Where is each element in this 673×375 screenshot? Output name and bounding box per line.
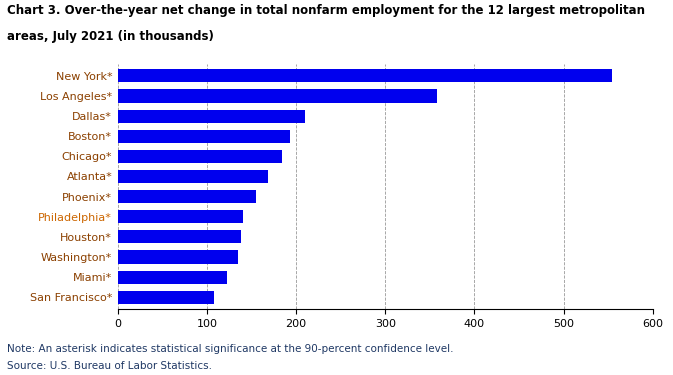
Text: Chart 3. Over-the-year net change in total nonfarm employment for the 12 largest: Chart 3. Over-the-year net change in tot… [7, 4, 645, 17]
Bar [118, 190, 256, 203]
Bar [118, 251, 238, 264]
Bar [118, 170, 268, 183]
Bar [118, 110, 305, 123]
Text: areas, July 2021 (in thousands): areas, July 2021 (in thousands) [7, 30, 213, 43]
Bar [118, 230, 241, 243]
Bar [118, 210, 242, 223]
Text: Note: An asterisk indicates statistical significance at the 90-percent confidenc: Note: An asterisk indicates statistical … [7, 344, 453, 354]
Bar [118, 69, 612, 82]
Bar [118, 89, 437, 102]
Bar [118, 291, 214, 304]
Bar [118, 150, 282, 163]
Bar [118, 271, 227, 284]
Text: Source: U.S. Bureau of Labor Statistics.: Source: U.S. Bureau of Labor Statistics. [7, 361, 212, 371]
Bar [118, 130, 290, 143]
